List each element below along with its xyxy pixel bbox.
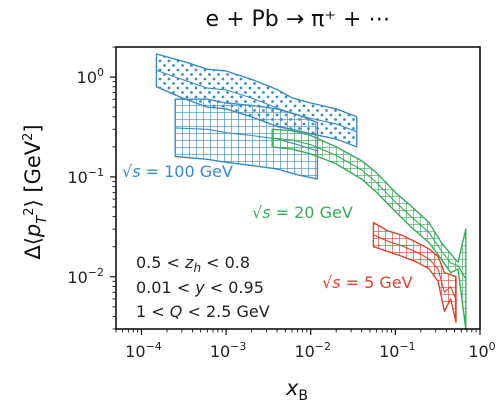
cut-q: 1 < Q < 2.5 GeV — [136, 302, 270, 321]
cut-zh: 0.5 < zh < 0.8 — [136, 253, 250, 275]
y-axis-label: Δ⟨pT2⟩ [GeV2] — [21, 124, 50, 259]
band-4-center-line — [373, 234, 457, 300]
x-tick-label-3: 10−1 — [379, 340, 416, 361]
band-4 — [372, 221, 457, 323]
x-tick-label-1: 10−3 — [210, 340, 247, 361]
x-tick-label-0: 10−4 — [125, 340, 162, 361]
bands-layer — [155, 53, 467, 330]
chart-title: e + Pb → π⁺ + ⋯ — [206, 7, 391, 32]
band-3-center-line — [272, 137, 467, 280]
label-100gev: √s = 100 GeV — [122, 162, 233, 181]
y-tick-label-2: 100 — [77, 66, 104, 87]
band-1-center-line — [156, 69, 357, 133]
x-tick-label-4: 100 — [468, 340, 495, 361]
y-tick-label-0: 10−2 — [67, 266, 104, 287]
x-tick-label-2: 10−2 — [294, 340, 331, 361]
ticks-layer: 10−4 10−3 10−2 10−1 100 10−2 10−1 100 — [67, 46, 496, 361]
band-2 — [174, 98, 319, 180]
cut-y: 0.01 < y < 0.95 — [136, 278, 264, 297]
label-5gev: √s = 5 GeV — [322, 273, 413, 292]
y-tick-label-1: 10−1 — [67, 166, 104, 187]
label-20gev: √s = 20 GeV — [252, 203, 353, 222]
x-axis-label: xB — [285, 376, 308, 404]
